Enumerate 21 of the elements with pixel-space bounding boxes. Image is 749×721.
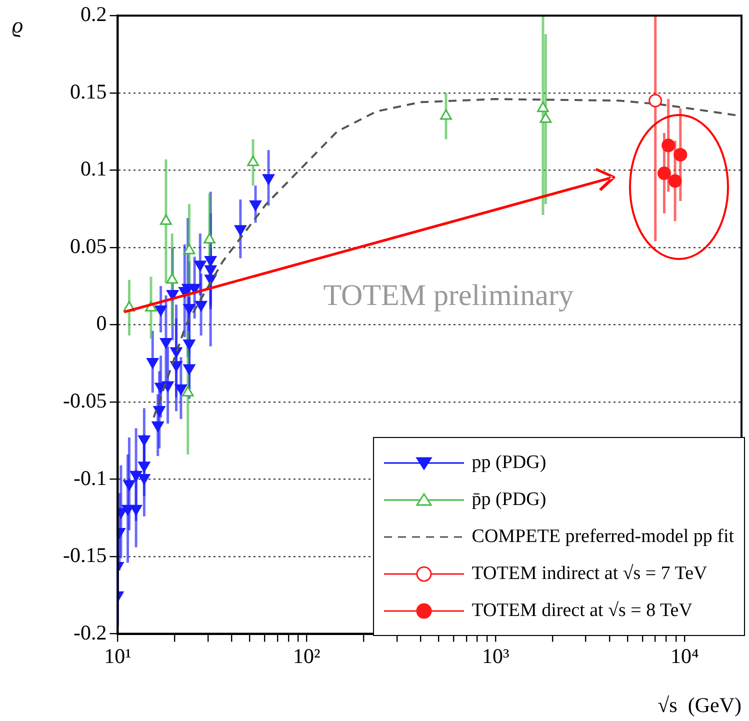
legend-label: pp (PDG) — [472, 452, 546, 474]
annotation: TOTEM preliminary — [323, 278, 574, 312]
x-tick-label: 10³ — [482, 644, 510, 668]
y-tick-label: 0.05 — [70, 234, 107, 258]
y-tick-label: -0.15 — [62, 543, 107, 568]
x-tick-label: 10¹ — [104, 644, 132, 668]
legend-label: TOTEM direct at √s = 8 TeV — [472, 600, 692, 622]
y-tick-label: -0.05 — [62, 388, 107, 412]
y-tick-label: 0 — [96, 311, 107, 336]
y-tick-label: 0.1 — [80, 156, 107, 181]
y-tick-label: 0.2 — [80, 2, 107, 26]
y-tick-label: -0.2 — [73, 620, 107, 644]
legend-label: p̄p (PDG) — [472, 488, 546, 510]
x-tick-label: 10⁴ — [670, 644, 699, 668]
legend-label: TOTEM indirect at √s = 7 TeV — [472, 562, 708, 584]
x-tick-label: 10² — [293, 644, 320, 668]
y-axis-title: ϱ — [12, 12, 24, 38]
legend-label: COMPETE preferred-model pp fit — [472, 526, 734, 548]
x-axis-title: √s (GeV) — [658, 693, 742, 718]
y-tick-label: 0.15 — [70, 79, 107, 104]
y-tick-label: -0.1 — [73, 466, 107, 490]
